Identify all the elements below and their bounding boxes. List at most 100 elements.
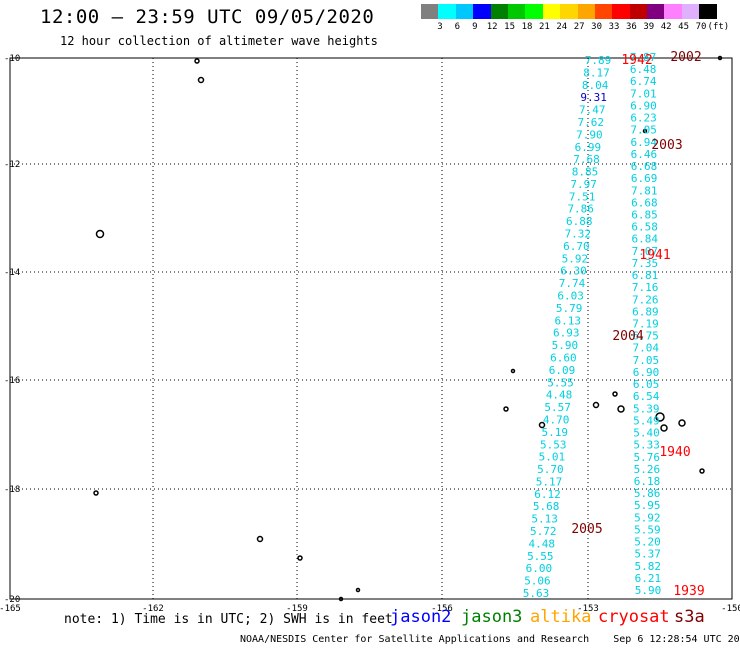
wave-height-value: 5.01: [539, 451, 566, 464]
wave-height-value: 6.68: [631, 160, 658, 173]
wave-height-value: 5.63: [523, 587, 550, 600]
wave-height-value: 6.90: [633, 366, 660, 379]
hour-label: 2002: [670, 50, 701, 65]
lat-label: -18: [4, 485, 20, 495]
wave-height-value: 6.46: [631, 148, 658, 161]
scale-label: 36: [625, 22, 637, 32]
scale-label: (ft): [707, 22, 730, 32]
wave-height-value: 7.51: [569, 190, 596, 203]
wave-height-value: 5.53: [540, 438, 567, 451]
wave-height-value: 5.72: [530, 525, 557, 538]
wave-height-value: 6.94: [631, 136, 658, 149]
wave-height-value: 8.17: [583, 66, 610, 79]
scale-label: 42: [660, 22, 672, 32]
footer-credit: NOAA/NESDIS Center for Satellite Applica…: [240, 634, 590, 645]
wave-height-value: 6.58: [631, 221, 658, 234]
lat-label: -12: [4, 160, 20, 170]
island-icon: [95, 229, 105, 239]
wave-height-value: 7.90: [576, 128, 603, 141]
scale-label: 15: [504, 22, 516, 32]
note-text: note: 1) Time is in UTC; 2) SWH is in fe…: [64, 612, 393, 627]
wave-height-value: 5.55: [547, 376, 574, 389]
wave-height-value: 7.32: [565, 228, 592, 241]
wave-height-value: 6.85: [631, 208, 658, 221]
island-icon: [617, 405, 625, 413]
wave-height-value: 6.48: [630, 63, 657, 76]
wave-height-value: 6.21: [635, 572, 662, 585]
scale-swatch: [421, 4, 439, 19]
wave-height-value: 5.19: [541, 426, 568, 439]
wave-height-value: 6.54: [633, 390, 660, 403]
wave-height-value: 9.31: [580, 91, 607, 104]
wave-height-value: 5.70: [537, 463, 564, 476]
wave-height-value: 6.70: [563, 240, 590, 253]
scale-swatch: [629, 4, 648, 19]
wave-height-value: 5.92: [634, 511, 661, 524]
wave-height-value: 7.68: [573, 153, 600, 166]
scale-label: 12: [486, 22, 498, 32]
island-icon: [592, 401, 600, 409]
scale-swatch: [681, 4, 700, 19]
wave-height-value: 4.48: [529, 537, 556, 550]
island-icon: [717, 55, 723, 61]
lat-label: -10: [4, 54, 20, 64]
wave-height-value: 7.19: [632, 318, 659, 331]
wave-height-value: 6.30: [560, 265, 587, 278]
scale-swatch: [664, 4, 682, 19]
wave-height-value: 6.90: [630, 99, 657, 112]
wave-height-value: 5.37: [634, 548, 661, 561]
scale-label: 39: [643, 22, 655, 32]
lat-label: -16: [4, 376, 20, 386]
island-icon: [503, 406, 509, 412]
wave-height-value: 5.13: [531, 513, 558, 526]
wave-height-value: 6.13: [554, 314, 581, 327]
scale-swatch: [542, 4, 561, 19]
scale-label: 70: [695, 22, 707, 32]
scale-label: 6: [454, 22, 461, 32]
wave-height-value: 7.35: [632, 257, 659, 270]
wave-height-value: 6.81: [632, 269, 659, 282]
wave-height-value: 7.62: [578, 116, 605, 129]
wave-height-value: 6.88: [566, 215, 593, 228]
wave-height-value: 5.26: [634, 463, 661, 476]
island-icon: [355, 587, 361, 593]
island-icon: [338, 596, 344, 602]
scale-label: 45: [678, 22, 690, 32]
legend-cryosat: cryosat: [598, 607, 670, 627]
wave-height-value: 6.99: [575, 141, 602, 154]
wave-height-value: 5.86: [634, 487, 661, 500]
hour-label: 1941: [639, 248, 670, 263]
wave-height-value: 5.33: [633, 439, 660, 452]
wave-height-value: 7.81: [631, 184, 658, 197]
hour-label: 2005: [571, 522, 602, 537]
island-icon: [655, 412, 665, 422]
hour-label: 2003: [651, 138, 682, 153]
wave-height-value: 6.05: [633, 378, 660, 391]
island-icon: [699, 468, 705, 474]
scale-swatch: [594, 4, 613, 19]
footer-date: Sep 6 12:28:54 UTC 2020: [613, 634, 740, 645]
wave-height-value: 6.09: [549, 364, 576, 377]
wave-height-value: 5.49: [633, 414, 660, 427]
wave-height-value: 6.69: [631, 172, 658, 185]
wave-height-value: 6.74: [630, 75, 657, 88]
island-icon: [678, 419, 686, 427]
wave-height-value: 5.68: [533, 500, 560, 513]
scale-swatch: [525, 4, 543, 19]
hour-label: 1939: [673, 584, 704, 599]
scale-label: 18: [521, 22, 533, 32]
wave-height-value: 5.39: [633, 402, 660, 415]
wave-height-value: 7.74: [559, 277, 586, 290]
wave-height-value: 7.26: [632, 293, 659, 306]
scale-swatch: [612, 4, 630, 19]
lon-label: -150: [721, 604, 740, 614]
island-icon: [93, 490, 99, 496]
island-icon: [256, 535, 264, 543]
wave-height-value: 6.00: [526, 562, 553, 575]
scale-label: 21: [538, 22, 550, 32]
wave-height-value: 7.47: [579, 104, 606, 117]
scale-label: 27: [573, 22, 585, 32]
wave-height-value: 6.75: [632, 330, 659, 343]
wave-height-value: 4.48: [546, 389, 573, 402]
